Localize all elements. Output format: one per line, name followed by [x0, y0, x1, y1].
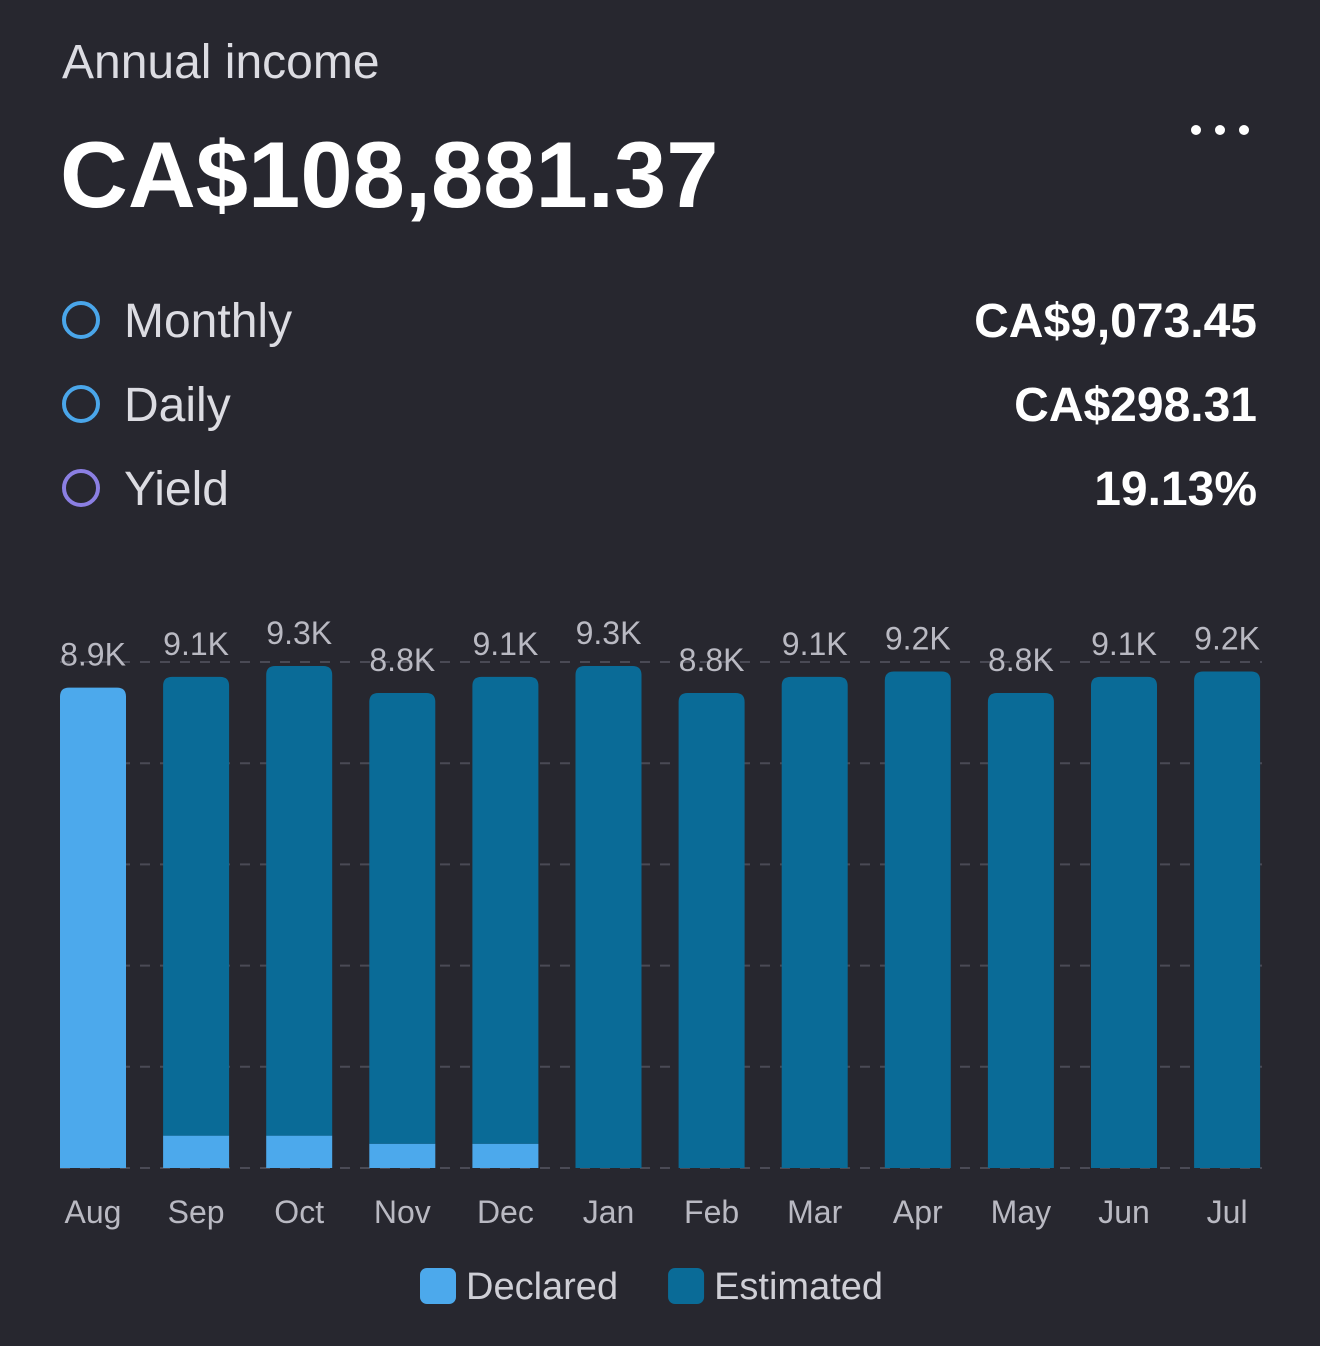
bar-segment [472, 1143, 539, 1168]
stat-value: CA$9,073.45 [974, 295, 1257, 348]
bar-segment [60, 687, 126, 1168]
bar-segment [884, 671, 951, 1168]
x-tick-label: Jun [1098, 1194, 1150, 1230]
total-label: 9.1K [782, 626, 848, 662]
x-tick-label: Aug [65, 1194, 122, 1230]
bar-segment [781, 676, 848, 1168]
total-label: 9.3K [576, 615, 642, 651]
bar-segment [1194, 671, 1261, 1168]
x-tick-label: May [991, 1194, 1051, 1230]
x-tick-label: Sep [168, 1194, 225, 1230]
x-tick-label: Jul [1207, 1194, 1248, 1230]
x-tick-label: Apr [893, 1194, 943, 1230]
x-tick-label: Nov [374, 1194, 431, 1230]
bar-segment [266, 666, 333, 1136]
bar-segment [369, 693, 436, 1144]
x-tick-label: Feb [684, 1194, 739, 1230]
total-label: 8.8K [679, 642, 745, 678]
legend-swatch [420, 1268, 456, 1304]
total-label: 9.2K [1194, 620, 1260, 656]
dot [1239, 125, 1249, 135]
total-label: 9.1K [472, 626, 538, 662]
stat-value: CA$298.31 [1014, 379, 1257, 432]
x-tick-label: Jan [583, 1194, 635, 1230]
bar-segment [472, 676, 539, 1144]
bar-segment [1091, 676, 1157, 1168]
bar-segment [575, 666, 642, 1168]
bar-segment [678, 693, 745, 1168]
dot [1215, 125, 1225, 135]
bar-segment [163, 676, 230, 1136]
total-label: 9.1K [1091, 626, 1157, 662]
total-label: 9.2K [885, 620, 951, 656]
bar-segment [987, 693, 1054, 1168]
x-tick-label: Mar [787, 1194, 842, 1230]
bar-segment [163, 1135, 230, 1168]
bar-segment [369, 1143, 436, 1168]
more-button[interactable] [1191, 125, 1249, 135]
total-label: 8.9K [60, 637, 126, 673]
stat-value: 19.13% [1094, 463, 1257, 516]
total-label: 9.3K [266, 615, 332, 651]
stat-label: Daily [124, 379, 231, 432]
total-label: 8.8K [988, 642, 1054, 678]
title: Annual income [62, 36, 380, 89]
stat-icon [62, 301, 100, 339]
annual-amount: CA$108,881.37 [60, 122, 719, 227]
dot [1191, 125, 1201, 135]
legend-label: Declared [466, 1266, 618, 1308]
bar-segment [266, 1135, 333, 1168]
legend-swatch [668, 1268, 705, 1304]
stat-icon [62, 469, 100, 507]
x-tick-label: Oct [274, 1194, 324, 1230]
stat-label: Yield [124, 463, 229, 516]
total-label: 9.1K [163, 626, 229, 662]
total-label: 8.8K [369, 642, 435, 678]
stat-label: Monthly [124, 295, 292, 348]
stat-icon [62, 385, 100, 423]
legend-label: Estimated [714, 1266, 883, 1308]
x-tick-label: Dec [477, 1194, 534, 1230]
